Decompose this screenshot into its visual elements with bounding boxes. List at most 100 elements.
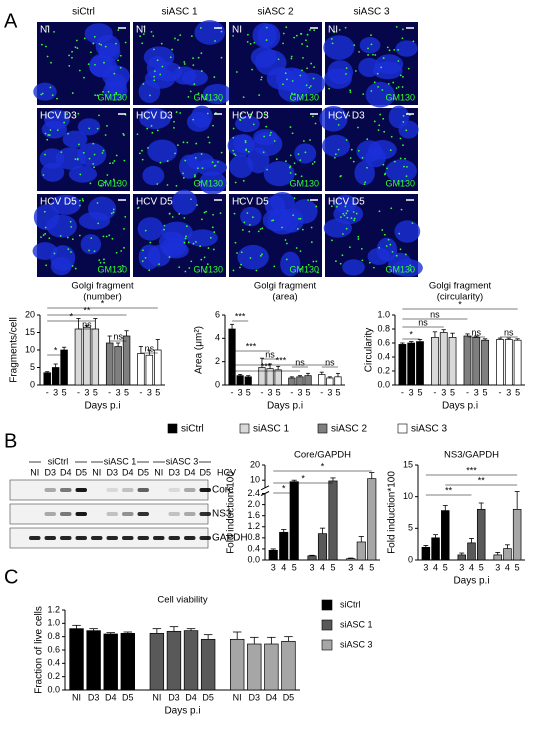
golgi-dot <box>388 49 391 52</box>
panel-label: A <box>4 10 18 32</box>
golgi-dot <box>146 117 149 120</box>
x-tick-label: 3 <box>53 387 58 397</box>
bar <box>236 375 244 386</box>
golgi-dot <box>193 83 196 85</box>
lane-label: D5 <box>75 467 87 477</box>
x-tick-label: - <box>231 387 234 397</box>
golgi-dot <box>45 45 47 48</box>
x-tick-label: - <box>499 387 502 397</box>
golgi-dot <box>173 126 175 129</box>
y-tick-label: 0.6 <box>47 644 60 654</box>
golgi-dot <box>346 209 349 212</box>
nucleus <box>171 189 198 215</box>
golgi-dot <box>345 227 348 230</box>
golgi-dot <box>353 219 355 222</box>
golgi-dot <box>220 151 223 154</box>
band <box>60 488 72 492</box>
bar <box>183 630 199 691</box>
column-header: siASC 2 <box>257 7 294 18</box>
bar <box>467 542 476 561</box>
golgi-dot <box>249 257 252 259</box>
golgi-dot <box>117 29 120 32</box>
golgi-dot <box>71 92 74 94</box>
band <box>60 512 72 516</box>
golgi-dot <box>46 55 49 58</box>
significance-label: ns <box>418 317 428 327</box>
nucleus <box>294 143 317 164</box>
golgi-dot <box>411 222 414 225</box>
golgi-dot <box>189 90 192 93</box>
golgi-dot <box>103 181 106 184</box>
golgi-dot <box>330 38 333 40</box>
golgi-dot <box>266 168 269 171</box>
golgi-dot <box>285 258 288 261</box>
golgi-dot <box>303 140 305 142</box>
golgi-dot <box>239 118 241 121</box>
golgi-dot <box>43 210 46 213</box>
bar <box>431 337 439 386</box>
stain-label: GM130 <box>193 264 223 274</box>
x-tick-label: - <box>260 387 263 397</box>
golgi-dot <box>96 127 99 130</box>
golgi-dot <box>301 43 303 45</box>
y-tick-label: 0.6 <box>377 337 390 347</box>
golgi-dot <box>377 129 380 132</box>
golgi-dot <box>78 69 81 72</box>
golgi-dot <box>179 34 182 37</box>
bar <box>431 537 440 561</box>
golgi-dot <box>240 112 243 115</box>
golgi-dot <box>295 34 298 37</box>
golgi-dot <box>183 61 186 63</box>
x-tick-label: 5 <box>246 387 251 397</box>
y-tick-label: 6 <box>215 309 220 319</box>
x-tick-label: 3 <box>348 562 353 572</box>
band <box>199 512 211 516</box>
golgi-dot <box>148 269 151 272</box>
golgi-dot <box>282 32 285 35</box>
golgi-dot <box>41 92 44 95</box>
golgi-dot <box>345 212 348 215</box>
nucleus <box>147 139 178 163</box>
golgi-dot <box>119 66 122 69</box>
golgi-dot <box>113 160 116 162</box>
golgi-dot <box>310 62 313 65</box>
golgi-dot <box>261 253 263 256</box>
golgi-dot <box>49 86 52 89</box>
golgi-dot <box>94 63 96 66</box>
golgi-dot <box>382 117 385 120</box>
bar <box>476 508 486 561</box>
band <box>75 512 87 516</box>
golgi-dot <box>312 77 315 80</box>
chart-subtitle: (area) <box>272 292 297 303</box>
golgi-dot <box>392 97 395 100</box>
golgi-dot <box>175 184 178 187</box>
golgi-dot <box>163 228 165 231</box>
nucleus <box>68 165 98 183</box>
y-tick-label: 5 <box>408 523 413 533</box>
nucleus <box>80 234 102 255</box>
golgi-dot <box>77 112 80 115</box>
legend-label: siASC 3 <box>411 424 448 435</box>
golgi-dot <box>401 37 404 40</box>
bar <box>441 510 450 561</box>
golgi-dot <box>99 261 102 264</box>
golgi-dot <box>190 198 192 201</box>
golgi-dot <box>357 149 360 152</box>
bar <box>481 339 489 386</box>
nucleus <box>395 40 418 57</box>
bar <box>86 630 101 691</box>
x-tick-label: - <box>139 387 142 397</box>
lane-label: NI <box>154 467 163 477</box>
golgi-dot <box>47 134 50 136</box>
golgi-dot <box>79 173 82 176</box>
band <box>122 488 134 492</box>
golgi-dot <box>379 113 382 116</box>
stain-label: GM130 <box>97 178 127 188</box>
nucleus <box>275 67 308 92</box>
golgi-dot <box>71 56 73 59</box>
golgi-dot <box>89 51 92 54</box>
significance-label: ns <box>472 327 482 337</box>
golgi-dot <box>179 112 182 114</box>
bar <box>496 339 504 386</box>
golgi-dot <box>90 237 93 240</box>
